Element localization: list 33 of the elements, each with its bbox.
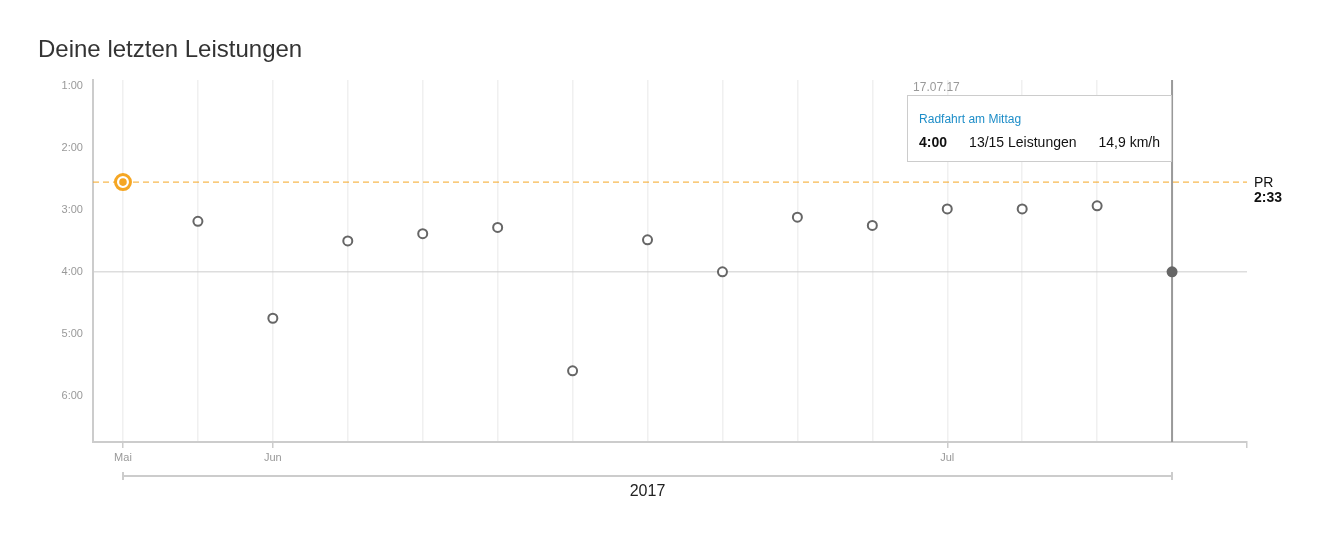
point: [492, 221, 504, 233]
annotation: 17.07.17: [913, 80, 960, 94]
x-tick-label: Jun: [263, 450, 282, 463]
point: [1091, 200, 1103, 212]
point: [1016, 203, 1028, 215]
point: [1166, 266, 1178, 278]
point: [716, 266, 728, 278]
y-tick-label: 4:00: [61, 264, 83, 277]
x-axis-title: 2017: [629, 482, 666, 500]
y-tick-label: 5:00: [61, 326, 83, 339]
ref-line-label: PR: [1254, 173, 1274, 190]
y-tick-label: 1:00: [61, 79, 83, 92]
chart-title: Deine letzten Leistungen: [38, 35, 303, 63]
point: [267, 312, 279, 324]
point: [113, 173, 132, 192]
annotation: 4:00: [919, 134, 948, 150]
point: [417, 228, 429, 240]
y-tick-label: 2:00: [61, 141, 83, 154]
x-tick-label: Jul: [940, 450, 955, 463]
annotation: 14,9 km/h: [1098, 134, 1161, 150]
y-tick-label: 6:00: [61, 388, 83, 401]
point: [642, 234, 654, 246]
point: [791, 211, 803, 223]
point: [941, 203, 953, 215]
point: [866, 219, 878, 231]
point: [567, 365, 579, 377]
text: 2:33: [1254, 188, 1283, 205]
annotation: 13/15 Leistungen: [969, 134, 1077, 150]
annotation: Radfahrt am Mittag: [919, 112, 1023, 126]
point: [342, 235, 354, 247]
y-tick-label: 3:00: [61, 202, 83, 215]
point: [192, 215, 204, 227]
x-tick-label: Mai: [114, 450, 132, 463]
